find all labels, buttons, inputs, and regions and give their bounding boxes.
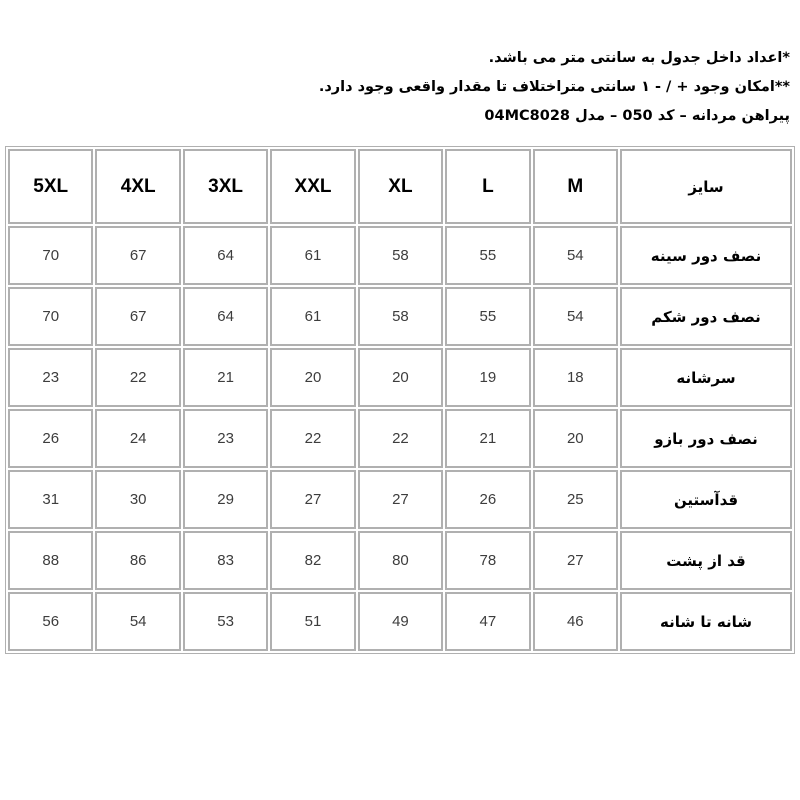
measurement-cell: 55 <box>445 226 531 285</box>
column-header-xl: XL <box>357 149 444 224</box>
measurement-cell: 61 <box>270 226 356 285</box>
table-row: نصف دور شکم 54 55 58 61 64 67 70 <box>8 287 792 346</box>
size-table-header: سایز M L XL XXL 3XL 4XL 5XL <box>8 149 792 224</box>
measurement-cell: 54 <box>532 226 618 285</box>
column-header-l: L <box>445 149 531 224</box>
row-label: قد از پشت <box>620 531 792 590</box>
measurement-cell: 49 <box>357 592 444 651</box>
measurement-cell: 19 <box>445 348 531 407</box>
measurement-cell: 30 <box>95 470 181 529</box>
measurement-cell: 70 <box>8 287 94 346</box>
measurement-cell: 26 <box>445 470 531 529</box>
table-row: نصف دور بازو 20 21 22 22 23 24 26 <box>8 409 792 468</box>
measurement-cell: 22 <box>270 409 356 468</box>
row-label: نصف دور شکم <box>620 287 792 346</box>
measurement-cell: 67 <box>95 226 181 285</box>
measurement-cell: 83 <box>182 531 269 590</box>
table-row: نصف دور سینه 54 55 58 61 64 67 70 <box>8 226 792 285</box>
row-label: نصف دور بازو <box>620 409 792 468</box>
measurement-cell: 56 <box>8 592 94 651</box>
row-label: نصف دور سینه <box>620 226 792 285</box>
measurement-cell: 80 <box>357 531 444 590</box>
measurement-cell: 46 <box>532 592 618 651</box>
column-header-4xl: 4XL <box>95 149 181 224</box>
measurement-cell: 27 <box>357 470 444 529</box>
measurement-cell: 27 <box>532 531 618 590</box>
size-table: سایز M L XL XXL 3XL 4XL 5XL نصف دور سینه 54 55 58 6… <box>5 146 795 654</box>
measurement-cell: 61 <box>270 287 356 346</box>
measurement-cell: 20 <box>532 409 618 468</box>
column-header-size-label: سایز <box>620 149 792 224</box>
measurement-cell: 23 <box>182 409 269 468</box>
measurement-cell: 54 <box>95 592 181 651</box>
table-row: قدآستین 25 26 27 27 29 30 31 <box>8 470 792 529</box>
measurement-cell: 55 <box>445 287 531 346</box>
table-row: سرشانه 18 19 20 20 21 22 23 <box>8 348 792 407</box>
measurement-cell: 58 <box>357 287 444 346</box>
measurement-cell: 22 <box>357 409 444 468</box>
measurement-cell: 64 <box>182 226 269 285</box>
measurement-cell: 78 <box>445 531 531 590</box>
measurement-cell: 20 <box>357 348 444 407</box>
measurement-cell: 26 <box>8 409 94 468</box>
measurement-cell: 24 <box>95 409 181 468</box>
measurement-cell: 58 <box>357 226 444 285</box>
row-label: سرشانه <box>620 348 792 407</box>
measurement-cell: 86 <box>95 531 181 590</box>
measurement-cell: 47 <box>445 592 531 651</box>
row-label: قدآستین <box>620 470 792 529</box>
table-row: شانه تا شانه 46 47 49 51 53 54 56 <box>8 592 792 651</box>
header-row: سایز M L XL XXL 3XL 4XL 5XL <box>8 149 792 224</box>
size-table-body: نصف دور سینه 54 55 58 61 64 67 70 نصف دور شکم 54 5… <box>8 226 792 651</box>
row-label: شانه تا شانه <box>620 592 792 651</box>
measurement-cell: 31 <box>8 470 94 529</box>
column-header-xxl: XXL <box>270 149 356 224</box>
column-header-5xl: 5XL <box>8 149 94 224</box>
notes-block: *اعداد داخل جدول به سانتی متر می باشد. *… <box>0 0 800 131</box>
table-row: قد از پشت 27 78 80 82 83 86 88 <box>8 531 792 590</box>
measurement-cell: 20 <box>270 348 356 407</box>
measurement-cell: 54 <box>532 287 618 346</box>
measurement-cell: 29 <box>182 470 269 529</box>
measurement-cell: 25 <box>532 470 618 529</box>
note-tolerance: **امکان وجود + / - ۱ سانتی متراختلاف تا … <box>318 79 790 95</box>
measurement-cell: 88 <box>8 531 94 590</box>
column-header-3xl: 3XL <box>182 149 269 224</box>
measurement-cell: 27 <box>270 470 356 529</box>
measurement-cell: 70 <box>8 226 94 285</box>
measurement-cell: 21 <box>182 348 269 407</box>
measurement-cell: 18 <box>532 348 618 407</box>
measurement-cell: 51 <box>270 592 356 651</box>
note-units: *اعداد داخل جدول به سانتی متر می باشد. <box>488 50 790 66</box>
measurement-cell: 67 <box>95 287 181 346</box>
measurement-cell: 21 <box>445 409 531 468</box>
measurement-cell: 53 <box>182 592 269 651</box>
measurement-cell: 64 <box>182 287 269 346</box>
product-title: پیراهن مردانه – کد 050 – مدل 04MC8028 <box>484 108 790 124</box>
measurement-cell: 23 <box>8 348 94 407</box>
column-header-m: M <box>532 149 618 224</box>
measurement-cell: 22 <box>95 348 181 407</box>
measurement-cell: 82 <box>270 531 356 590</box>
